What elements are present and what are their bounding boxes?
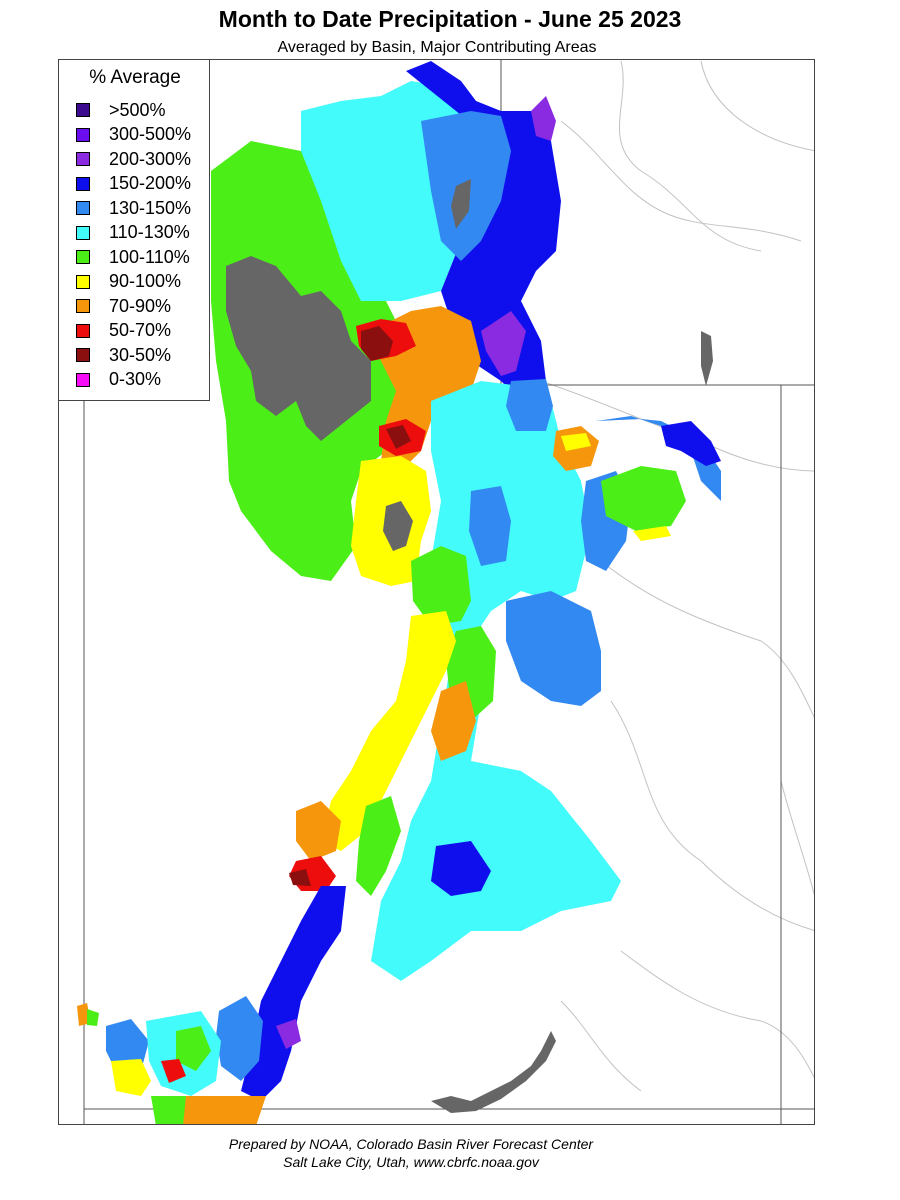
legend-swatch <box>76 274 90 289</box>
legend-item: 300-500% <box>76 123 191 148</box>
legend-label: 200-300% <box>109 148 192 169</box>
legend-label: 130-150% <box>109 197 192 218</box>
basin-central-green <box>411 546 471 626</box>
basin-orange-south <box>296 801 341 861</box>
basin-east-blue <box>661 421 721 466</box>
basin-darkred-north <box>361 326 393 361</box>
basin-east-lightblue <box>506 591 601 706</box>
precipitation-map <box>77 60 814 1124</box>
legend-title: % Average <box>89 67 181 88</box>
legend-label: >500% <box>109 99 166 120</box>
basin-east-green <box>601 466 686 531</box>
legend-label: 100-110% <box>109 246 190 267</box>
basin-sw-yellow <box>111 1059 151 1096</box>
legend-item: >500% <box>76 98 191 123</box>
legend-label: 0-30% <box>109 369 162 390</box>
nodata-east-reservoir <box>701 331 713 386</box>
basin-sw-orange <box>181 1096 266 1124</box>
legend-label: 70-90% <box>109 295 172 316</box>
map-title: Month to Date Precipitation - June 25 20… <box>218 6 682 32</box>
basin-west-nodata <box>226 256 371 441</box>
basin-darkred-mid <box>386 425 411 449</box>
basin-green-south <box>356 796 401 896</box>
legend-label: 90-100% <box>109 271 182 292</box>
legend-swatch <box>76 103 90 118</box>
legend-item: 50-70% <box>76 319 191 344</box>
legend-item: 70-90% <box>76 294 191 319</box>
basin-orange-long <box>431 681 476 761</box>
legend-swatch <box>76 372 90 387</box>
legend-label: 300-500% <box>109 124 192 145</box>
legend-item: 130-150% <box>76 196 191 221</box>
basin-purple-sw <box>276 1019 301 1049</box>
legend-label: 50-70% <box>109 320 172 341</box>
legend-swatch <box>76 225 90 240</box>
nodata-lake <box>451 179 471 229</box>
basin-blue-mid-south <box>431 841 491 896</box>
basin-east-lightblue-5 <box>506 379 553 431</box>
basin-east-lightblue-2 <box>469 486 511 566</box>
basin-yellow-long <box>321 611 456 851</box>
map-area <box>58 59 815 1125</box>
legend-swatch <box>76 127 90 142</box>
legend-label: 150-200% <box>109 173 192 194</box>
basin-far-sw-green <box>87 1009 99 1026</box>
legend-item: 200-300% <box>76 147 191 172</box>
legend-swatch <box>76 201 90 216</box>
legend-item: 150-200% <box>76 172 191 197</box>
rivers-layer <box>540 60 814 1092</box>
legend: % Average >500% 300-500% 200-300% 150-20… <box>58 59 210 401</box>
legend-swatch <box>76 152 90 167</box>
legend-swatch <box>76 348 90 363</box>
legend-item: 30-50% <box>76 343 191 368</box>
basin-purple-north <box>531 96 556 141</box>
legend-swatch <box>76 323 90 338</box>
footer-location: Salt Lake City, Utah, www.cbrfc.noaa.gov <box>283 1154 539 1170</box>
legend-list: >500% 300-500% 200-300% 150-200% 130-150… <box>76 98 191 392</box>
map-subtitle: Averaged by Basin, Major Contributing Ar… <box>277 39 597 56</box>
legend-swatch <box>76 299 90 314</box>
basin-east-yellow <box>633 526 671 541</box>
basin-east-yellow-2 <box>561 433 591 451</box>
basin-sw-green-2 <box>151 1096 186 1124</box>
nodata-central <box>383 501 413 551</box>
basin-central-cyan <box>371 381 621 981</box>
legend-swatch <box>76 176 90 191</box>
basin-sw-red <box>161 1059 186 1083</box>
legend-item: 100-110% <box>76 245 191 270</box>
basin-purple-mid <box>481 311 526 376</box>
basin-sw-lightblue <box>216 996 263 1081</box>
nodata-lake-powell <box>431 1031 556 1113</box>
basin-sw-lightblue-2 <box>106 1019 149 1071</box>
legend-item: 0-30% <box>76 368 191 393</box>
legend-label: 30-50% <box>109 344 172 365</box>
legend-swatch <box>76 250 90 265</box>
basin-blue-sw <box>241 886 346 1101</box>
legend-label: 110-130% <box>109 222 190 243</box>
basin-darkred-south <box>289 869 311 886</box>
basin-sw-green <box>176 1026 211 1071</box>
footer-credit: Prepared by NOAA, Colorado Basin River F… <box>228 1136 594 1152</box>
legend-item: 110-130% <box>76 221 191 246</box>
legend-item: 90-100% <box>76 270 191 295</box>
